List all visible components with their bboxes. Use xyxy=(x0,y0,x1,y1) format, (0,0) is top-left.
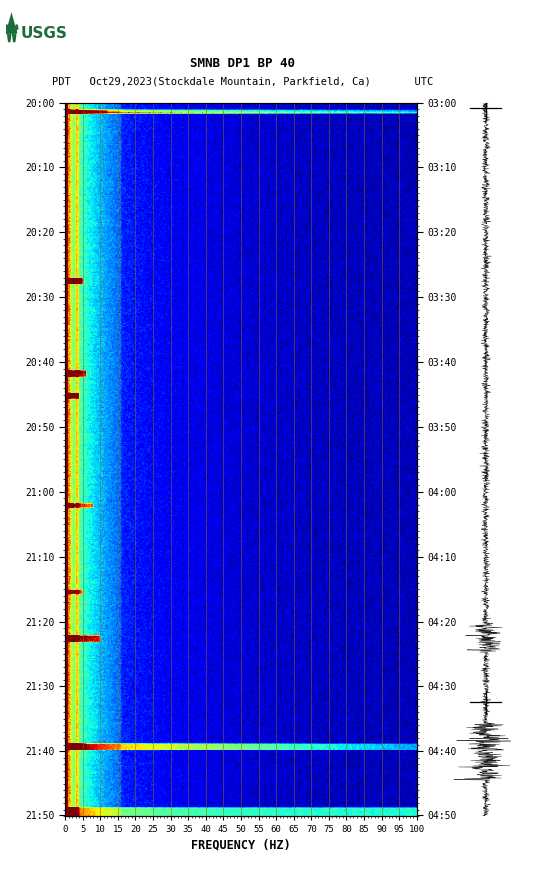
X-axis label: FREQUENCY (HZ): FREQUENCY (HZ) xyxy=(191,838,291,851)
Text: SMNB DP1 BP 40: SMNB DP1 BP 40 xyxy=(190,57,295,70)
Text: PDT   Oct29,2023(Stockdale Mountain, Parkfield, Ca)       UTC: PDT Oct29,2023(Stockdale Mountain, Parkf… xyxy=(52,77,433,87)
Polygon shape xyxy=(6,12,18,33)
Text: USGS: USGS xyxy=(20,26,67,41)
